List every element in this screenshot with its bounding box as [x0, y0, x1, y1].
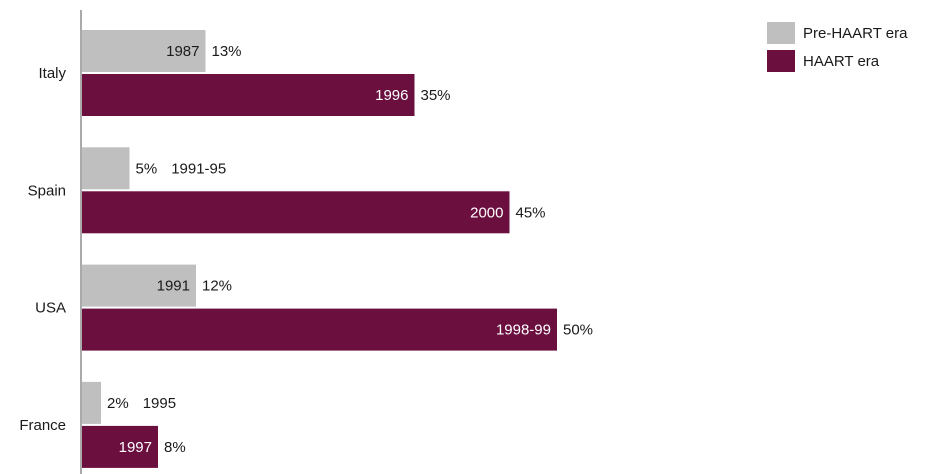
period-label-usa-pre-haart-era: 1991 — [157, 278, 190, 295]
legend-label-haart-era: HAART era — [803, 53, 880, 70]
bar-france-pre-haart-era — [82, 381, 101, 424]
value-label-usa-pre-haart-era: 12% — [202, 278, 232, 295]
legend-label-pre-haart-era: Pre-HAART era — [803, 25, 908, 42]
bars-group — [82, 30, 557, 468]
value-label-usa-haart-era: 50% — [563, 322, 593, 339]
value-label-france-haart-era: 8% — [164, 439, 186, 456]
category-label-usa: USA — [35, 300, 66, 317]
bar-usa-pre-haart-era — [82, 264, 196, 307]
period-label-spain-haart-era: 2000 — [470, 204, 503, 221]
period-label-france-pre-haart-era: 1995 — [143, 395, 176, 412]
value-label-italy-pre-haart-era: 13% — [212, 43, 242, 60]
bar-usa-haart-era — [82, 308, 557, 351]
bar-italy-haart-era — [82, 74, 415, 116]
legend: Pre-HAART era HAART era — [767, 22, 908, 72]
period-label-italy-pre-haart-era: 1987 — [166, 43, 199, 60]
bar-italy-pre-haart-era — [82, 30, 206, 72]
value-label-spain-haart-era: 45% — [516, 204, 546, 221]
period-label-france-haart-era: 1997 — [119, 439, 152, 456]
category-label-france: France — [19, 417, 66, 434]
value-label-france-pre-haart-era: 2% — [107, 395, 129, 412]
labels-group: Italy 13% 1987 35% 1996 Spain 5% 1991-95 45% 2000… — [19, 43, 593, 456]
bar-spain-haart-era — [82, 191, 510, 234]
value-label-italy-haart-era: 35% — [421, 87, 451, 104]
period-label-usa-haart-era: 1998-99 — [496, 322, 551, 339]
legend-swatch-pre-haart-era — [767, 22, 795, 44]
category-label-spain: Spain — [28, 182, 66, 199]
category-label-italy: Italy — [38, 65, 66, 82]
value-label-spain-pre-haart-era: 5% — [136, 160, 158, 177]
bar-spain-pre-haart-era — [82, 147, 130, 190]
period-label-spain-pre-haart-era: 1991-95 — [171, 160, 226, 177]
period-label-italy-haart-era: 1996 — [375, 87, 408, 104]
legend-swatch-haart-era — [767, 50, 795, 72]
bar-france-haart-era — [82, 425, 158, 468]
